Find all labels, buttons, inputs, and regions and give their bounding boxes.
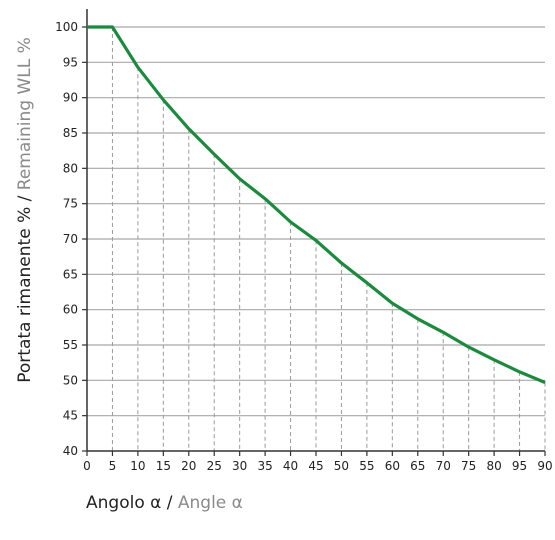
vertical-dashed-lines <box>111 27 546 451</box>
x-tick-labels: 0 5 10 15 20 25 30 35 40 45 50 55 60 65 70 75 80 95 90 <box>83 459 552 473</box>
y-tick-labels: 40 45 50 55 60 65 70 75 80 85 90 95 100 <box>55 20 78 458</box>
x-axis-label-en: Angle α <box>177 493 243 513</box>
x-tick-label: 15 <box>156 459 171 473</box>
x-tick-label: 10 <box>130 459 145 473</box>
y-tick-label: 40 <box>63 444 78 458</box>
x-tick-label: 35 <box>257 459 272 473</box>
x-tick-label: 70 <box>436 459 451 473</box>
axes <box>82 9 546 456</box>
gridlines <box>87 26 545 417</box>
y-tick-label: 50 <box>63 373 78 387</box>
x-tick-label: 45 <box>308 459 323 473</box>
x-tick-label: 90 <box>537 459 552 473</box>
x-tick-label: 0 <box>83 459 91 473</box>
y-tick-label: 95 <box>63 55 78 69</box>
x-tick-label: 30 <box>232 459 247 473</box>
series <box>87 25 546 384</box>
x-tick-label: 75 <box>461 459 476 473</box>
series-line <box>87 25 546 384</box>
x-tick-label: 55 <box>359 459 374 473</box>
y-tick-label: 60 <box>63 303 78 317</box>
y-tick-label: 90 <box>63 91 78 105</box>
y-tick-label: 70 <box>63 232 78 246</box>
x-axis-label-it: Angolo α / <box>86 493 173 513</box>
y-tick-label: 75 <box>63 197 78 211</box>
y-tick-label: 55 <box>63 338 78 352</box>
y-axis-label-it: Portata rimanente % / <box>15 195 35 383</box>
x-tick-label: 40 <box>283 459 298 473</box>
x-tick-label: 25 <box>207 459 222 473</box>
y-tick-label: 85 <box>63 126 78 140</box>
x-tick-label: 5 <box>109 459 117 473</box>
y-tick-label: 100 <box>55 20 78 34</box>
y-tick-label: 80 <box>63 161 78 175</box>
x-tick-label: 50 <box>334 459 349 473</box>
y-axis-label: Portata rimanente % / Remaining WLL % <box>15 37 35 383</box>
y-tick-label: 65 <box>63 267 78 281</box>
x-tick-label: 80 <box>486 459 501 473</box>
y-tick-label: 45 <box>63 409 78 423</box>
x-axis-label: Angolo α / Angle α <box>86 493 243 513</box>
y-axis-label-en: Remaining WLL % <box>15 37 35 191</box>
x-tick-label: 60 <box>385 459 400 473</box>
x-tick-label: 95 <box>512 459 527 473</box>
x-tick-label: 65 <box>410 459 425 473</box>
x-tick-label: 20 <box>181 459 196 473</box>
